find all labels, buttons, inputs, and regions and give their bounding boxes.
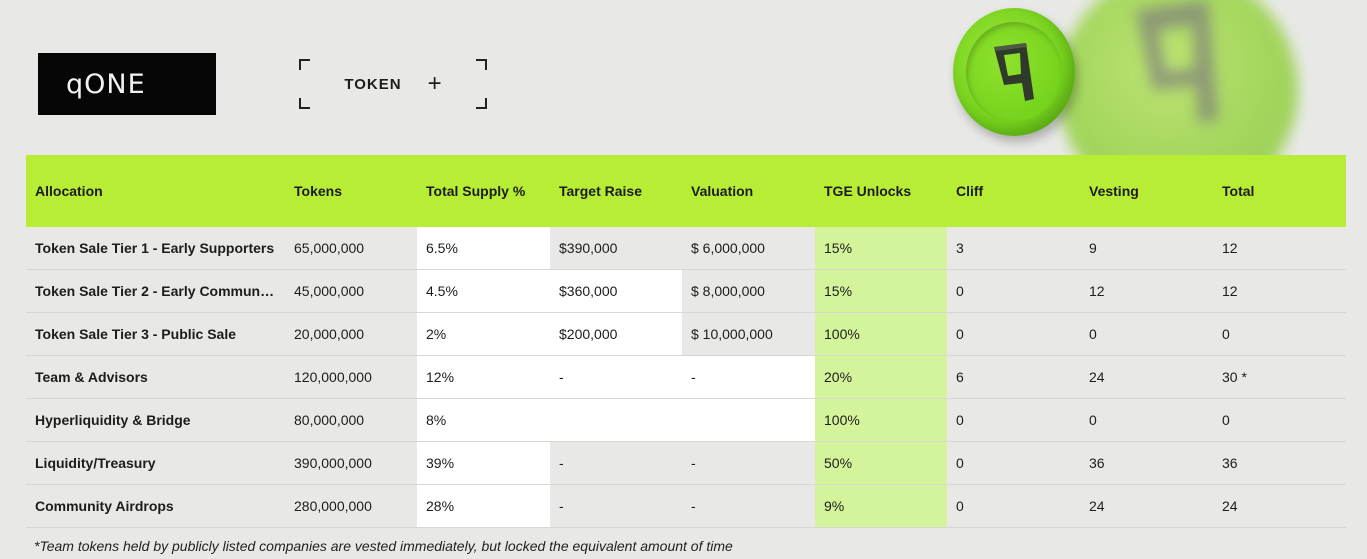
cell-vesting: 12 <box>1080 269 1213 313</box>
cell-tge-unlocks: 20% <box>815 355 947 399</box>
header-tge-unlocks: TGE Unlocks <box>815 155 947 227</box>
q-logo-icon <box>994 43 1034 101</box>
cell-tokens: 80,000,000 <box>285 398 417 442</box>
cell-cliff: 0 <box>947 269 1080 313</box>
cell-valuation: $ 8,000,000 <box>682 269 815 313</box>
table-header-row: Allocation Tokens Total Supply % Target … <box>26 155 1346 227</box>
cell-allocation: Token Sale Tier 2 - Early Community <box>26 269 285 313</box>
cell-total: 30 * <box>1213 355 1346 399</box>
cell-valuation: - <box>682 355 815 399</box>
cell-allocation: Team & Advisors <box>26 355 285 399</box>
cell-allocation: Token Sale Tier 3 - Public Sale <box>26 312 285 356</box>
cell-cliff: 0 <box>947 398 1080 442</box>
cell-tge-unlocks: 9% <box>815 484 947 528</box>
cell-total: 0 <box>1213 398 1346 442</box>
cell-allocation: Hyperliquidity & Bridge <box>26 398 285 442</box>
cell-vesting: 36 <box>1080 441 1213 485</box>
header-total: Total <box>1213 155 1346 227</box>
plus-icon: + <box>427 70 442 97</box>
table-row: Token Sale Tier 3 - Public Sale 20,000,0… <box>26 312 1346 356</box>
cell-tokens: 390,000,000 <box>285 441 417 485</box>
cell-target-raise: $390,000 <box>550 227 682 270</box>
token-button[interactable]: TOKEN + <box>299 59 487 109</box>
cell-vesting: 0 <box>1080 312 1213 356</box>
header-tokens: Tokens <box>285 155 417 227</box>
cell-target-raise: $200,000 <box>550 312 682 356</box>
cell-tge-unlocks: 100% <box>815 398 947 442</box>
frame-corner <box>476 59 487 70</box>
header-total-supply: Total Supply % <box>417 155 550 227</box>
cell-tokens: 45,000,000 <box>285 269 417 313</box>
cell-total-supply: 8% <box>417 398 550 442</box>
table-row: Community Airdrops 280,000,000 28% - - 9… <box>26 484 1346 528</box>
header-vesting: Vesting <box>1080 155 1213 227</box>
header-target-raise: Target Raise <box>550 155 682 227</box>
cell-allocation: Community Airdrops <box>26 484 285 528</box>
header-cliff: Cliff <box>947 155 1080 227</box>
table-row: Liquidity/Treasury 390,000,000 39% - - 5… <box>26 441 1346 485</box>
qone-logo: qONE <box>38 53 216 115</box>
cell-target-raise: - <box>550 441 682 485</box>
cell-cliff: 3 <box>947 227 1080 270</box>
cell-tge-unlocks: 15% <box>815 269 947 313</box>
cell-valuation <box>682 398 815 442</box>
cell-total-supply: 12% <box>417 355 550 399</box>
cell-total: 12 <box>1213 227 1346 270</box>
cell-valuation: $ 10,000,000 <box>682 312 815 356</box>
cell-tge-unlocks: 50% <box>815 441 947 485</box>
table-row: Token Sale Tier 1 - Early Supporters 65,… <box>26 227 1346 270</box>
cell-target-raise: - <box>550 484 682 528</box>
cell-valuation: - <box>682 484 815 528</box>
header-valuation: Valuation <box>682 155 815 227</box>
cell-target-raise <box>550 398 682 442</box>
cell-cliff: 6 <box>947 355 1080 399</box>
cell-tge-unlocks: 100% <box>815 312 947 356</box>
cell-target-raise: $360,000 <box>550 269 682 313</box>
cell-valuation: $ 6,000,000 <box>682 227 815 270</box>
cell-total: 0 <box>1213 312 1346 356</box>
cell-tokens: 120,000,000 <box>285 355 417 399</box>
footnote: *Team tokens held by publicly listed com… <box>34 538 733 554</box>
cell-total-supply: 2% <box>417 312 550 356</box>
coin-image <box>953 8 1075 136</box>
cell-target-raise: - <box>550 355 682 399</box>
frame-corner <box>299 59 310 70</box>
coin-face <box>966 22 1062 122</box>
cell-total: 36 <box>1213 441 1346 485</box>
cell-tokens: 20,000,000 <box>285 312 417 356</box>
cell-vesting: 24 <box>1080 355 1213 399</box>
cell-total: 12 <box>1213 269 1346 313</box>
cell-cliff: 0 <box>947 312 1080 356</box>
q-logo-icon <box>1136 0 1218 122</box>
cell-allocation: Liquidity/Treasury <box>26 441 285 485</box>
cell-total: 24 <box>1213 484 1346 528</box>
cell-tge-unlocks: 15% <box>815 227 947 270</box>
cell-valuation: - <box>682 441 815 485</box>
table-row: Team & Advisors 120,000,000 12% - - 20% … <box>26 355 1346 399</box>
cell-tokens: 280,000,000 <box>285 484 417 528</box>
cell-allocation: Token Sale Tier 1 - Early Supporters <box>26 227 285 270</box>
cell-tokens: 65,000,000 <box>285 227 417 270</box>
cell-cliff: 0 <box>947 441 1080 485</box>
frame-corner <box>299 98 310 109</box>
table-row: Token Sale Tier 2 - Early Community 45,0… <box>26 269 1346 313</box>
frame-corner <box>476 98 487 109</box>
table-row: Hyperliquidity & Bridge 80,000,000 8% 10… <box>26 398 1346 442</box>
cell-cliff: 0 <box>947 484 1080 528</box>
cell-total-supply: 39% <box>417 441 550 485</box>
cell-total-supply: 4.5% <box>417 269 550 313</box>
cell-vesting: 0 <box>1080 398 1213 442</box>
cell-total-supply: 6.5% <box>417 227 550 270</box>
header-allocation: Allocation <box>26 155 285 227</box>
allocation-table: Allocation Tokens Total Supply % Target … <box>26 155 1346 528</box>
cell-vesting: 9 <box>1080 227 1213 270</box>
token-button-label: TOKEN <box>344 75 402 93</box>
cell-vesting: 24 <box>1080 484 1213 528</box>
cell-total-supply: 28% <box>417 484 550 528</box>
